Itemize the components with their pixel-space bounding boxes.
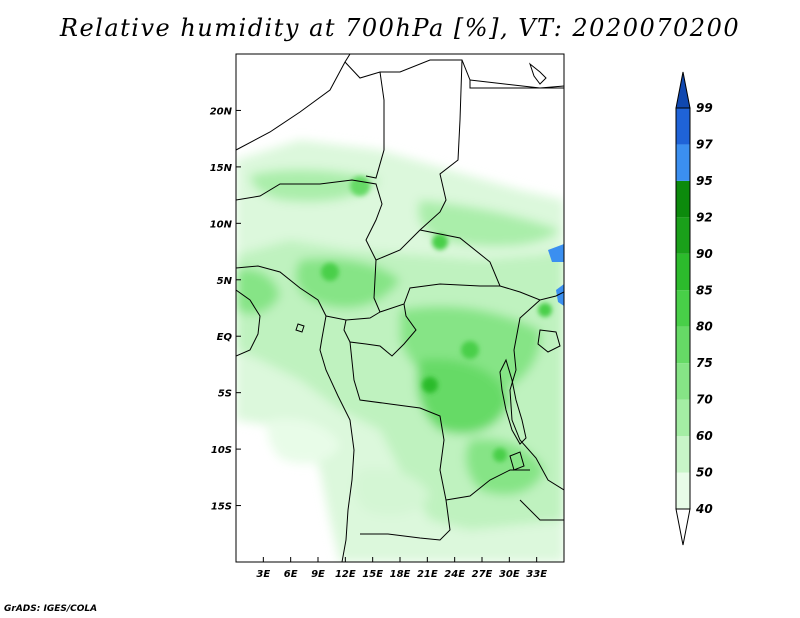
colorbar-outline	[675, 107, 691, 510]
colorbar-segment	[676, 436, 690, 473]
lon-tick-label: 18E	[390, 569, 411, 580]
colorbar-label: 92	[696, 210, 713, 224]
colorbar-label: 85	[696, 283, 713, 297]
lat-tick-label: 5S	[218, 389, 232, 400]
lat-tick-label: 15S	[211, 502, 232, 513]
latitude-axis: 20N 15N 10N 5N EQ 5S 10S 15S	[210, 106, 241, 513]
lon-tick-label: 33E	[526, 569, 547, 580]
colorbar-segment	[676, 144, 690, 181]
lon-tick-label: 12E	[335, 569, 356, 580]
colorbar-label: 90	[696, 247, 713, 261]
grads-credit: GrADS: IGES/COLA	[4, 604, 98, 614]
lon-tick-label: 6E	[284, 569, 298, 580]
colorbar-label: 40	[695, 502, 713, 516]
humidity-field	[236, 54, 564, 562]
colorbar-segment	[676, 363, 690, 400]
colorbar-segment	[676, 290, 690, 327]
lakes	[295, 62, 561, 471]
lat-tick-label: 15N	[210, 163, 233, 174]
lon-tick-label: 15E	[362, 569, 383, 580]
colorbar-segment	[676, 180, 690, 218]
lat-tick-label: EQ	[217, 332, 233, 343]
colorbar-segment	[676, 399, 690, 437]
colorbar-label: 60	[696, 429, 713, 443]
colorbar-label: 70	[696, 393, 713, 407]
colorbar-label: 99	[696, 101, 713, 115]
colorbar-segment	[676, 326, 690, 364]
colorbar-label: 75	[696, 356, 713, 370]
lat-tick-label: 10S	[211, 445, 232, 456]
colorbar-segment	[676, 108, 690, 145]
colorbar-label: 80	[696, 320, 713, 334]
lat-tick-label: 10N	[210, 219, 233, 230]
lon-tick-label: 24E	[444, 569, 465, 580]
colorbar-segment	[676, 217, 690, 254]
colorbar: 40 50 60 70 75 80 85 90 92 95 97 99	[675, 71, 713, 546]
colorbar-lower-triangle	[675, 508, 691, 546]
colorbar-label: 50	[696, 466, 713, 480]
lat-tick-label: 20N	[210, 106, 233, 117]
country-borders	[236, 54, 564, 562]
lon-tick-label: 21E	[417, 569, 438, 580]
lon-tick-label: 3E	[256, 569, 270, 580]
colorbar-segment	[676, 472, 690, 509]
colorbar-label: 97	[696, 137, 713, 151]
colorbar-upper-triangle	[675, 71, 691, 109]
lon-tick-label: 27E	[472, 569, 493, 580]
colorbar-segment	[676, 253, 690, 291]
lon-tick-label: 30E	[499, 569, 520, 580]
chart-title: Relative humidity at 700hPa [%], VT: 202…	[59, 14, 741, 42]
lat-tick-label: 5N	[217, 276, 233, 287]
colorbar-label: 95	[696, 174, 713, 188]
longitude-axis: 3E 6E 9E 12E 15E 18E 21E 24E 27E 30E 33E	[256, 557, 547, 580]
lon-tick-label: 9E	[311, 569, 325, 580]
